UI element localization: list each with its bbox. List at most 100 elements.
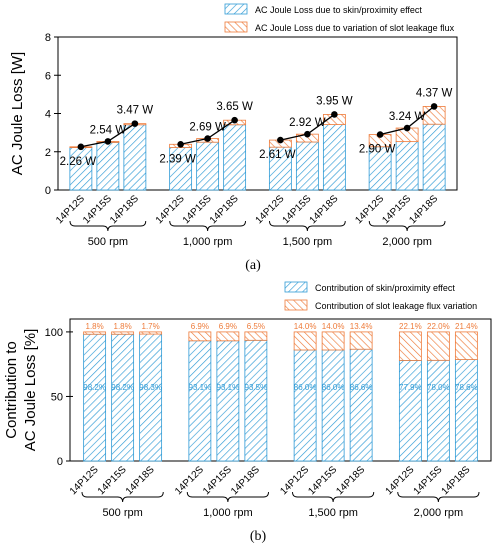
bar-segment	[83, 331, 107, 335]
group-brace	[368, 220, 446, 232]
panel-label: (b)	[250, 529, 267, 544]
y-tick-label: 2	[45, 147, 51, 159]
category-label: 14P18S	[334, 464, 367, 497]
legend-swatch	[224, 3, 248, 15]
group-label: 2,000 rpm	[382, 236, 432, 248]
bar-segment	[426, 331, 450, 361]
bar-value-label: 86.0%	[294, 383, 317, 392]
bar-segment	[422, 123, 446, 191]
category-label: 14P15S	[96, 464, 129, 497]
total-marker	[376, 131, 384, 138]
bar-segment	[196, 141, 220, 191]
category-label: 14P18S	[308, 193, 341, 226]
bar-segment	[96, 141, 120, 191]
legend-swatch	[284, 281, 308, 293]
bar-segment	[349, 348, 373, 462]
group-label: 1,000 rpm	[203, 507, 253, 519]
bar-value-label: 93.1%	[189, 383, 212, 392]
bar-value-label: 1.8%	[114, 322, 132, 331]
bar-segment	[398, 331, 422, 361]
bar-value-label: 78.0%	[427, 383, 450, 392]
category-label: 14P18S	[440, 464, 473, 497]
y-axis-label: AC Joule Loss [W]	[9, 52, 26, 175]
bar-segment	[321, 331, 345, 351]
bar-value-label: 6.9%	[191, 322, 209, 331]
total-value-label: 3.95 W	[316, 95, 353, 107]
bar-segment	[123, 124, 147, 191]
bar-value-label: 6.5%	[247, 322, 265, 331]
total-value-label: 4.37 W	[416, 87, 453, 99]
legend-label: Contribution of skin/proximity effect	[315, 283, 455, 293]
total-marker	[403, 124, 411, 132]
category-label: 14P12S	[278, 464, 311, 497]
category-label: 14P15S	[201, 464, 234, 497]
chart-a: 0 2 4 6 8 AC Joule Loss [W] AC Joule Loss due …	[9, 3, 458, 273]
group-label: 2,000 rpm	[414, 507, 464, 519]
bar-segment	[216, 331, 240, 342]
legend-swatch	[284, 299, 308, 311]
bar-segment	[223, 124, 247, 191]
category-label: 14P18S	[108, 193, 141, 226]
panel-label: (a)	[245, 258, 261, 273]
category-label: 14P15S	[181, 193, 214, 226]
total-value-label: 2.92 W	[289, 117, 326, 129]
bar-value-label: 14.0%	[322, 322, 345, 331]
bar-segment	[69, 147, 93, 191]
bar-value-label: 98.3%	[139, 383, 162, 392]
bar-segment	[293, 349, 317, 462]
bar-segment	[111, 331, 135, 335]
total-marker	[104, 138, 112, 145]
total-value-label: 2.69 W	[189, 122, 226, 134]
total-marker	[430, 103, 438, 110]
total-marker	[131, 120, 139, 127]
bar-value-label: 93.5%	[245, 383, 268, 392]
bar-value-label: 86.0%	[322, 383, 345, 392]
legend-swatch	[224, 21, 248, 33]
legend-label: AC Joule Loss due to skin/proximity effe…	[255, 5, 422, 15]
category-label: 14P12S	[54, 193, 87, 226]
bar-value-label: 21.4%	[455, 322, 478, 331]
total-marker	[304, 130, 311, 138]
group-brace	[69, 220, 147, 232]
bar-value-label: 13.4%	[350, 322, 373, 331]
bar-segment	[139, 331, 163, 335]
category-label: 14P12S	[254, 193, 287, 226]
bar-value-label: 1.8%	[86, 322, 104, 331]
bar-value-label: 78.6%	[455, 383, 478, 392]
bar-value-label: 22.0%	[427, 322, 450, 331]
bar-segment	[188, 331, 212, 342]
bar-value-label: 86.6%	[350, 383, 373, 392]
total-marker	[177, 140, 184, 148]
bar-segment	[322, 124, 346, 191]
bar-value-label: 22.1%	[399, 322, 422, 331]
group-label: 1,500 rpm	[308, 507, 358, 519]
bar-segment	[426, 359, 450, 462]
total-marker	[204, 135, 211, 142]
total-value-label: 3.24 W	[389, 111, 426, 123]
legend-label: AC Joule Loss due to variation of slot l…	[255, 23, 455, 33]
bar-segment	[111, 333, 135, 462]
category-label: 14P12S	[384, 464, 417, 497]
category-label: 14P15S	[281, 193, 314, 226]
bar-value-label: 98.2%	[111, 383, 134, 392]
total-value-label: 2.90 W	[359, 144, 396, 156]
total-marker	[331, 111, 338, 118]
bar-value-label: 14.0%	[294, 322, 317, 331]
category-label: 14P15S	[306, 464, 339, 497]
total-marker	[231, 116, 238, 124]
group-label: 500 rpm	[102, 507, 142, 519]
bar-segment	[321, 349, 345, 462]
category-label: 14P18S	[229, 464, 262, 497]
y-tick-label: 0	[57, 456, 63, 468]
category-label: 14P15S	[380, 193, 413, 226]
bar-segment	[398, 360, 422, 462]
bar-segment	[188, 340, 212, 462]
category-label: 14P12S	[173, 464, 206, 497]
y-tick-label: 50	[51, 391, 63, 403]
bar-value-label: 77.9%	[399, 383, 422, 392]
y-axis-label: AC Joule Loss [%]	[22, 329, 39, 452]
bar-segment	[454, 331, 478, 360]
total-marker	[77, 143, 85, 151]
group-label: 1,500 rpm	[283, 236, 333, 248]
bar-segment	[244, 331, 268, 341]
